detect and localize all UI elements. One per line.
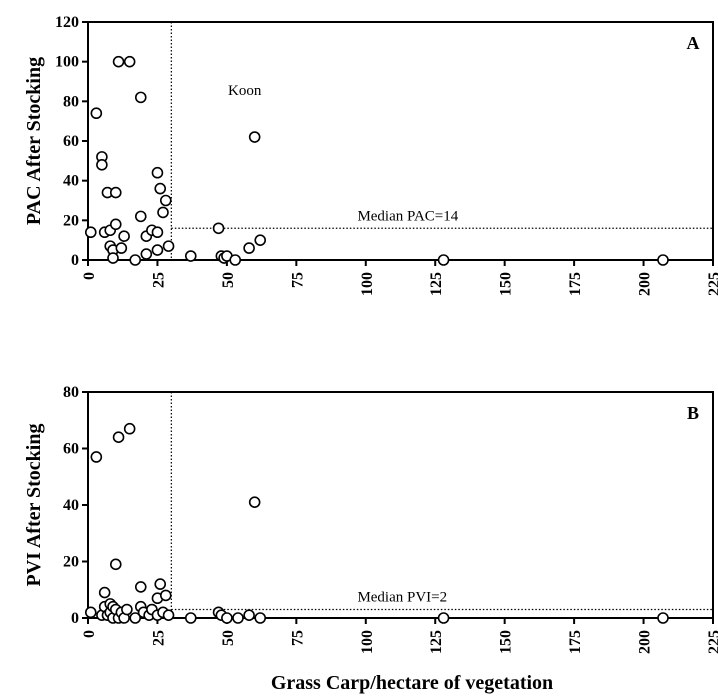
- x-tick-label: 25: [150, 630, 167, 646]
- data-point: [96, 159, 108, 171]
- data-point: [84, 606, 97, 619]
- data-point: [151, 244, 164, 256]
- data-point: [229, 254, 242, 266]
- data-point: [437, 254, 450, 266]
- data-point: [112, 431, 125, 444]
- y-tick-label: 60: [63, 441, 79, 458]
- data-point: [221, 612, 233, 624]
- data-point: [134, 581, 147, 593]
- x-tick-label: 75: [289, 272, 306, 288]
- x-tick-label: 150: [498, 272, 515, 296]
- median-label: Median PAC=14: [357, 208, 458, 224]
- y-tick-label: 120: [55, 14, 79, 31]
- data-point: [109, 218, 122, 231]
- y-tick-label: 40: [63, 173, 79, 190]
- data-point: [254, 234, 267, 246]
- median-label: Median PVI=2: [357, 590, 447, 606]
- x-tick-label: 125: [428, 272, 445, 296]
- y-tick-label: 80: [63, 93, 79, 110]
- y-tick-label: 40: [63, 497, 79, 514]
- data-point: [123, 422, 136, 435]
- y-tick-label: 60: [63, 133, 79, 150]
- data-point: [107, 252, 119, 264]
- y-axis-label: PAC After Stocking: [23, 57, 45, 225]
- plot-frame: [87, 391, 714, 619]
- panel-letter: B: [687, 403, 699, 423]
- data-point: [154, 578, 167, 590]
- data-point: [112, 55, 125, 68]
- x-tick-label: 150: [498, 630, 515, 654]
- data-point: [151, 166, 164, 179]
- y-tick-label: 80: [63, 384, 79, 401]
- data-point: [134, 91, 147, 104]
- x-tick-label: 175: [567, 630, 584, 654]
- data-point: [109, 558, 122, 571]
- y-tick-label: 20: [63, 212, 79, 229]
- data-point: [109, 186, 122, 199]
- data-point: [159, 589, 172, 602]
- y-tick-label: 0: [71, 610, 79, 627]
- data-point: [118, 230, 130, 242]
- data-point: [129, 254, 142, 266]
- data-point: [159, 194, 172, 207]
- data-point: [162, 240, 175, 252]
- x-tick-label: 200: [637, 272, 654, 296]
- data-point: [657, 612, 669, 624]
- panel-b: 0 20 40 60 80 0 25 50 75 100 125 150 175 200 225 Median…: [23, 384, 718, 654]
- x-tick-label: 225: [706, 272, 718, 296]
- panel-a: 0 20 40 60 80 100 120 0 25 50 75 100 125 150 175 200 225…: [23, 14, 718, 296]
- data-point: [115, 242, 128, 254]
- y-tick-label: 20: [63, 554, 79, 571]
- data-point: [121, 603, 133, 616]
- x-tick-label: 225: [706, 630, 718, 654]
- data-point: [254, 612, 267, 624]
- data-point: [90, 107, 103, 120]
- data-point: [184, 612, 197, 624]
- x-tick-label: 100: [359, 630, 376, 654]
- data-point: [151, 226, 164, 239]
- x-tick-label: 125: [428, 630, 445, 654]
- x-tick-label: 100: [359, 272, 376, 296]
- x-tick-label: 175: [567, 272, 584, 296]
- x-axis-label: Grass Carp/hectare of vegetation: [271, 672, 553, 694]
- y-tick-label: 0: [71, 252, 79, 269]
- y-tick-label: 100: [55, 54, 79, 71]
- x-tick-label: 200: [637, 630, 654, 654]
- data-point: [184, 250, 197, 262]
- data-point: [248, 496, 261, 508]
- data-point: [243, 242, 255, 254]
- data-point: [212, 222, 225, 235]
- y-axis-label: PVI After Stocking: [23, 424, 45, 587]
- data-point: [123, 55, 136, 68]
- x-tick-label: 0: [81, 272, 98, 280]
- x-tick-label: 25: [150, 272, 167, 288]
- data-point: [140, 248, 153, 260]
- x-tick-label: 75: [289, 630, 306, 646]
- data-point: [90, 451, 103, 463]
- x-tick-label: 0: [81, 630, 98, 638]
- data-point: [134, 210, 147, 223]
- data-point: [154, 182, 167, 195]
- panel-letter: A: [687, 33, 700, 53]
- data-point: [98, 586, 111, 599]
- data-point: [657, 254, 669, 266]
- x-tick-label: 50: [220, 630, 237, 646]
- data-point: [84, 226, 97, 239]
- point-annotation: Koon: [228, 83, 262, 99]
- data-point: [243, 609, 255, 621]
- data-point: [162, 609, 175, 621]
- data-point: [129, 612, 142, 624]
- data-point: [248, 131, 261, 143]
- plot-frame: [87, 21, 714, 261]
- data-point: [232, 612, 244, 624]
- x-tick-label: 50: [220, 272, 237, 288]
- data-point: [437, 612, 450, 624]
- data-point: [157, 206, 169, 219]
